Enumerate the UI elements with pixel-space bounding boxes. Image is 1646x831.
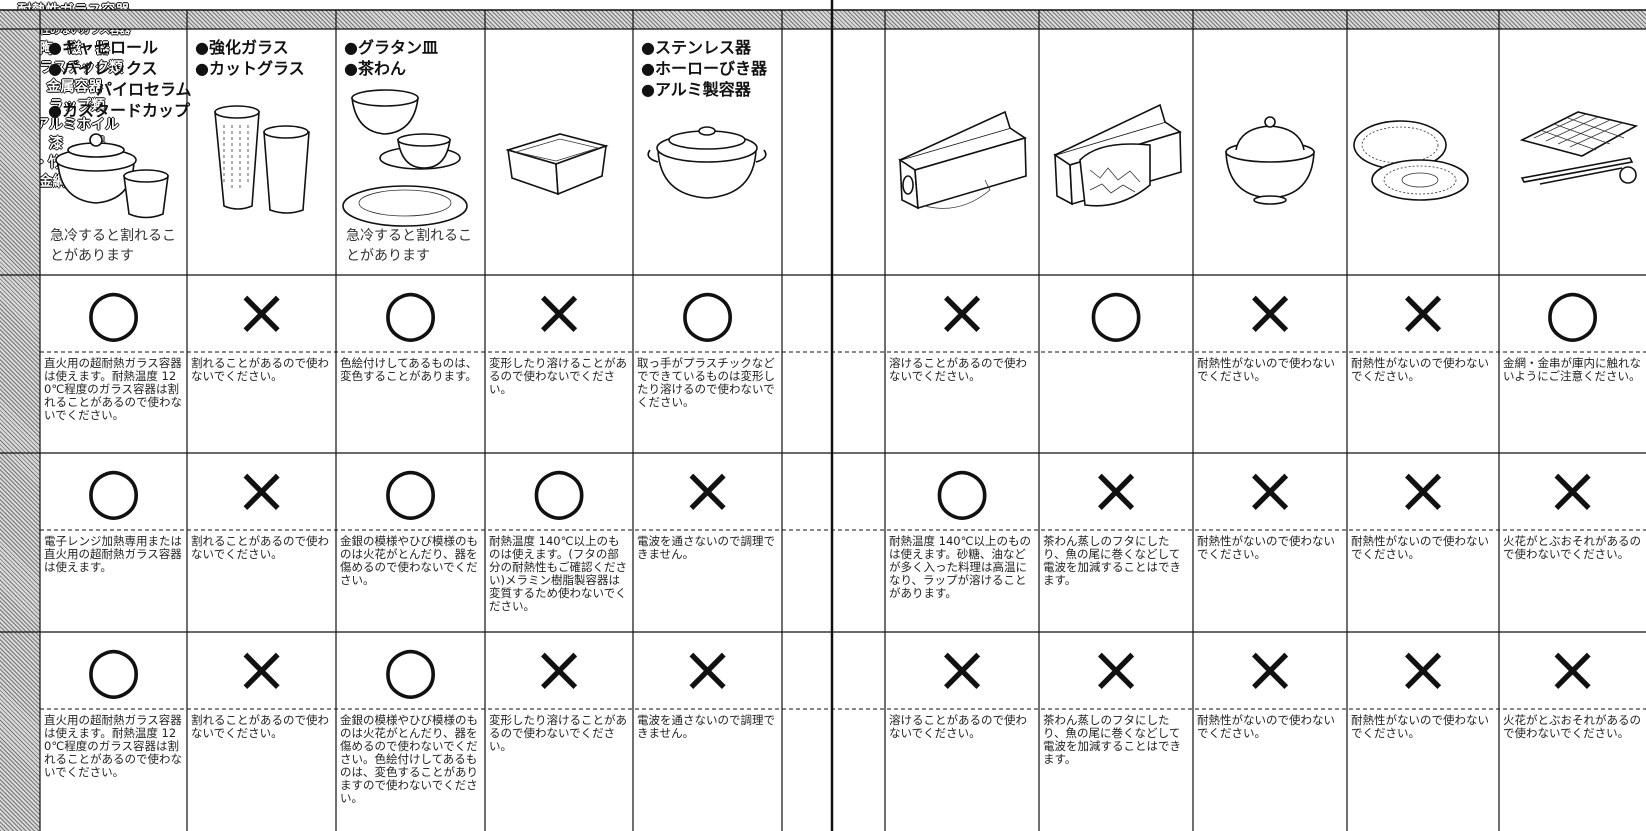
column-header: ラップ類 [49, 97, 105, 114]
usability-mark: ○ [382, 276, 439, 350]
usability-mark: × [234, 633, 289, 707]
usability-mark: ○ [382, 454, 439, 528]
usage-note: 金銀の模様やひび模様のものは火花がとんだり、器を傷めるので使わないでください。 [340, 534, 478, 587]
plastic-icon [505, 133, 609, 196]
usability-mark: × [1089, 633, 1143, 707]
usage-note: 耐熱性がないので使わないでください。 [1197, 713, 1335, 740]
usage-note: 茶わん蒸しのフタにしたり、魚の尾に巻くなどして電波を加減することはできます。 [1043, 713, 1181, 766]
item-name: ●ホーローびき器 [641, 59, 767, 78]
usage-note: 溶けることがあるので使わないでください。 [889, 713, 1027, 740]
usage-note: 直火用の超耐熱ガラス容器は使えます。耐熱温度 120℃程度のガラス容器は割れるこ… [44, 356, 182, 422]
usability-mark: × [935, 633, 989, 707]
usability-mark: ○ [382, 633, 439, 707]
usability-mark: × [1396, 633, 1450, 707]
usability-mark: × [1243, 276, 1297, 350]
usability-mark: × [1396, 276, 1450, 350]
usability-mark: × [680, 633, 735, 707]
usability-mark: ○ [531, 454, 587, 528]
column-header: 金属容器 [46, 78, 103, 95]
usability-mark: ○ [934, 454, 990, 528]
header-band [0, 10, 1646, 29]
usage-note: 溶けることがあるので使わないでください。 [889, 356, 1027, 383]
usage-note: 耐熱温度 140℃以上のものは使えます。砂糖、油などが多く入った料理は高温になり… [889, 534, 1032, 600]
usability-mark: ○ [679, 276, 736, 350]
usability-mark: × [1243, 454, 1297, 528]
usability-mark: × [532, 276, 586, 350]
item-name: パイロセラム [96, 80, 192, 99]
usability-mark: × [680, 454, 735, 528]
usability-mark: ○ [85, 454, 142, 528]
item-name: ●茶わん [344, 59, 406, 78]
item-name: ●アルミ製容器 [641, 80, 751, 99]
item-name: ●カットグラス [195, 59, 305, 78]
usage-note: 割れることがあるので使わないでください。 [191, 356, 329, 383]
usage-note: 耐熱性がないので使わないでください。 [1351, 534, 1489, 561]
column-header: 陶 磁 器 [39, 40, 110, 57]
pot-icon [647, 126, 767, 199]
usability-mark: × [1545, 454, 1600, 528]
usage-note: 耐熱性がないので使わないでください。 [1351, 713, 1489, 740]
usage-note: 金網・金串が庫内に触れないようにご注意ください。 [1503, 356, 1641, 383]
usability-mark: × [1243, 633, 1297, 707]
usage-note: 耐熱性がないので使わないでください。 [1197, 356, 1335, 383]
item-name: ●ステンレス器 [641, 38, 751, 57]
column-header: アルミホイル [35, 116, 119, 133]
basket-icon [1353, 120, 1469, 201]
item-name: ●グラタン皿 [344, 38, 438, 57]
item-name: ●パイレックス [48, 59, 158, 78]
item-name: ●強化ガラス [195, 38, 289, 57]
usability-mark: × [234, 276, 289, 350]
usage-note: 電波を通さないので調理できません。 [637, 713, 775, 740]
usage-note: 変形したり溶けることがあるので使わないでください。 [489, 713, 627, 753]
label-column [0, 29, 40, 831]
glass-icon [214, 105, 310, 214]
usage-note: 変形したり溶けることがあるので使わないでください。 [489, 356, 627, 396]
usage-note: 割れることがあるので使わないでください。 [191, 713, 329, 740]
usage-note: 耐熱温度 140℃以上のものは使えます。(フタの部分の耐熱性もご確認ください)メ… [489, 534, 627, 613]
usability-mark: × [234, 454, 289, 528]
usability-mark: × [1545, 633, 1600, 707]
caution-note: 急冷すると割れることがあります [346, 228, 472, 264]
usage-note: 割れることがあるので使わないでください。 [191, 534, 329, 561]
lacquer-icon [1225, 116, 1315, 205]
casserole-icon [55, 133, 169, 219]
usability-mark: × [1089, 454, 1143, 528]
caution-note: 急冷すると割れることがあります [50, 228, 176, 264]
usage-note: 金銀の模様やひび模様のものは火花がとんだり、器を傷めるので使わないでください。色… [340, 713, 478, 805]
usage-note: 耐熱性がないので使わないでください。 [1197, 534, 1335, 561]
usage-note: 茶わん蒸しのフタにしたり、魚の尾に巻くなどして電波を加減することはできます。 [1043, 534, 1181, 587]
usability-mark: × [935, 276, 989, 350]
foil-icon [1053, 103, 1182, 207]
item-name: ●カスタードカップ [48, 101, 190, 120]
usage-note: 直火用の超耐熱ガラス容器は使えます。耐熱温度 120℃程度のガラス容器は割れるこ… [44, 713, 182, 779]
usage-note: 耐熱性がないので使わないでください。 [1351, 356, 1489, 383]
column-header: プラスチック類 [25, 59, 123, 76]
usage-note: 火花がとぶおそれがあるので使わないでください。 [1503, 534, 1641, 561]
ceramic-icon [342, 89, 468, 227]
item-name: ●キャセロール [48, 38, 158, 57]
wrap-icon [898, 110, 1027, 210]
usability-mark: × [1396, 454, 1450, 528]
usability-mark: ○ [1544, 276, 1601, 350]
usability-mark: ○ [85, 633, 142, 707]
grill-icon [1519, 111, 1639, 185]
usability-mark: × [532, 633, 586, 707]
usage-note: 電子レンジ加熱専用または直火用の超耐熱ガラス容器は使えます。 [44, 534, 182, 574]
usability-mark: ○ [1088, 276, 1144, 350]
usage-note: 電波を通さないので調理できません。 [637, 534, 775, 561]
usage-note: 取っ手がプラスチックなどでできているものは変形したり溶けるので使わないでください… [637, 356, 775, 409]
usability-mark: ○ [85, 276, 142, 350]
usage-note: 火花がとぶおそれがあるので使わないでください。 [1503, 713, 1641, 740]
usage-note: 色絵付けしてあるものは、変色することがあります。 [340, 356, 478, 383]
